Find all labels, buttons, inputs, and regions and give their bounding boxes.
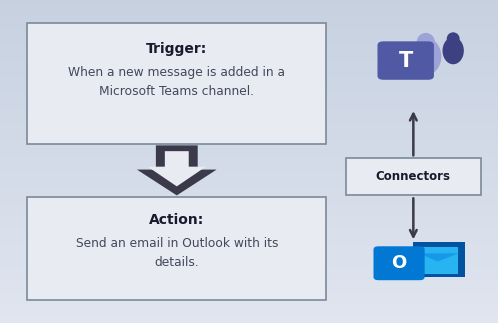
Text: Send an email in Outlook with its
details.: Send an email in Outlook with its detail… bbox=[76, 237, 278, 269]
FancyBboxPatch shape bbox=[374, 246, 425, 280]
Text: O: O bbox=[391, 254, 407, 272]
FancyBboxPatch shape bbox=[413, 242, 465, 277]
FancyBboxPatch shape bbox=[417, 247, 458, 274]
Polygon shape bbox=[137, 145, 217, 195]
Text: Action:: Action: bbox=[149, 213, 204, 227]
Ellipse shape bbox=[443, 37, 464, 64]
Text: Connectors: Connectors bbox=[376, 170, 451, 183]
FancyBboxPatch shape bbox=[346, 158, 481, 195]
Ellipse shape bbox=[417, 33, 435, 51]
FancyBboxPatch shape bbox=[27, 23, 326, 144]
Ellipse shape bbox=[410, 38, 441, 75]
Polygon shape bbox=[418, 253, 459, 262]
FancyBboxPatch shape bbox=[377, 41, 434, 80]
FancyBboxPatch shape bbox=[27, 197, 326, 300]
Ellipse shape bbox=[447, 32, 460, 45]
Text: Trigger:: Trigger: bbox=[146, 42, 207, 56]
Text: When a new message is added in a
Microsoft Teams channel.: When a new message is added in a Microso… bbox=[68, 66, 285, 98]
Polygon shape bbox=[148, 151, 206, 186]
Text: T: T bbox=[398, 51, 413, 70]
